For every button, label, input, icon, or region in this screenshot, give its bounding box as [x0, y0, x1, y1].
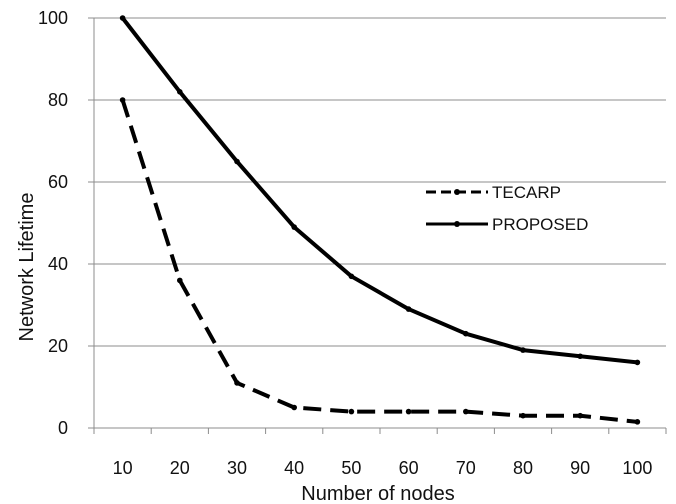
tick-labels: 0 20 40 60 80 100 10 20 30 40 50 60 70 80 90 100: [38, 8, 652, 478]
x-axis-title: Number of nodes: [301, 483, 454, 504]
x-tick-label: 100: [622, 458, 652, 478]
x-tick-label: 50: [341, 458, 361, 478]
data-point-proposed: [348, 273, 355, 280]
data-point-tecarp: [463, 408, 469, 415]
axes: [88, 17, 667, 434]
data-point-proposed: [119, 15, 126, 21]
y-tick-label: 0: [58, 418, 68, 438]
y-tick-label: 80: [48, 90, 68, 110]
data-point-tecarp: [520, 412, 526, 419]
data-point-proposed: [634, 359, 641, 366]
data-point-proposed: [234, 158, 240, 165]
data-point-tecarp: [634, 419, 641, 425]
axis-titles: Number of nodes Network Lifetime: [16, 193, 455, 504]
series-lines: [119, 15, 641, 425]
legend-label: TECARP: [492, 183, 561, 202]
data-point-tecarp: [348, 408, 355, 415]
data-point-proposed: [520, 347, 526, 353]
legend-label: PROPOSED: [492, 215, 588, 234]
x-tick-label: 40: [284, 458, 304, 478]
y-axis-title: Network Lifetime: [16, 193, 38, 342]
data-point-tecarp: [234, 380, 240, 386]
x-tick-label: 80: [513, 458, 533, 478]
legend-marker: [454, 221, 460, 227]
data-point-tecarp: [291, 404, 298, 411]
data-point-tecarp: [405, 408, 412, 415]
x-tick-label: 60: [399, 458, 419, 478]
legend-item-proposed: PROPOSED: [426, 215, 588, 234]
y-tick-label: 100: [38, 8, 68, 28]
data-point-proposed: [291, 224, 298, 230]
y-tick-label: 40: [48, 254, 68, 274]
data-point-proposed: [463, 330, 469, 337]
series-line-tecarp: [120, 99, 638, 424]
series-line-proposed: [121, 16, 638, 365]
x-tick-label: 90: [570, 458, 590, 478]
y-tick-label: 60: [48, 172, 68, 192]
data-point-proposed: [405, 306, 412, 312]
grid-lines: [94, 17, 666, 347]
y-tick-label: 20: [48, 336, 68, 356]
data-point-tecarp: [119, 97, 126, 103]
data-point-tecarp: [177, 277, 183, 284]
data-point-tecarp: [577, 412, 583, 419]
legend-marker: [454, 189, 460, 195]
data-point-proposed: [177, 89, 183, 95]
x-tick-label: 70: [456, 458, 476, 478]
x-tick-label: 10: [113, 458, 133, 478]
legend-item-tecarp: TECARP: [426, 183, 561, 202]
x-tick-label: 20: [170, 458, 190, 478]
legend: TECARP PROPOSED: [426, 183, 588, 234]
x-tick-label: 30: [227, 458, 247, 478]
data-point-proposed: [577, 353, 583, 360]
